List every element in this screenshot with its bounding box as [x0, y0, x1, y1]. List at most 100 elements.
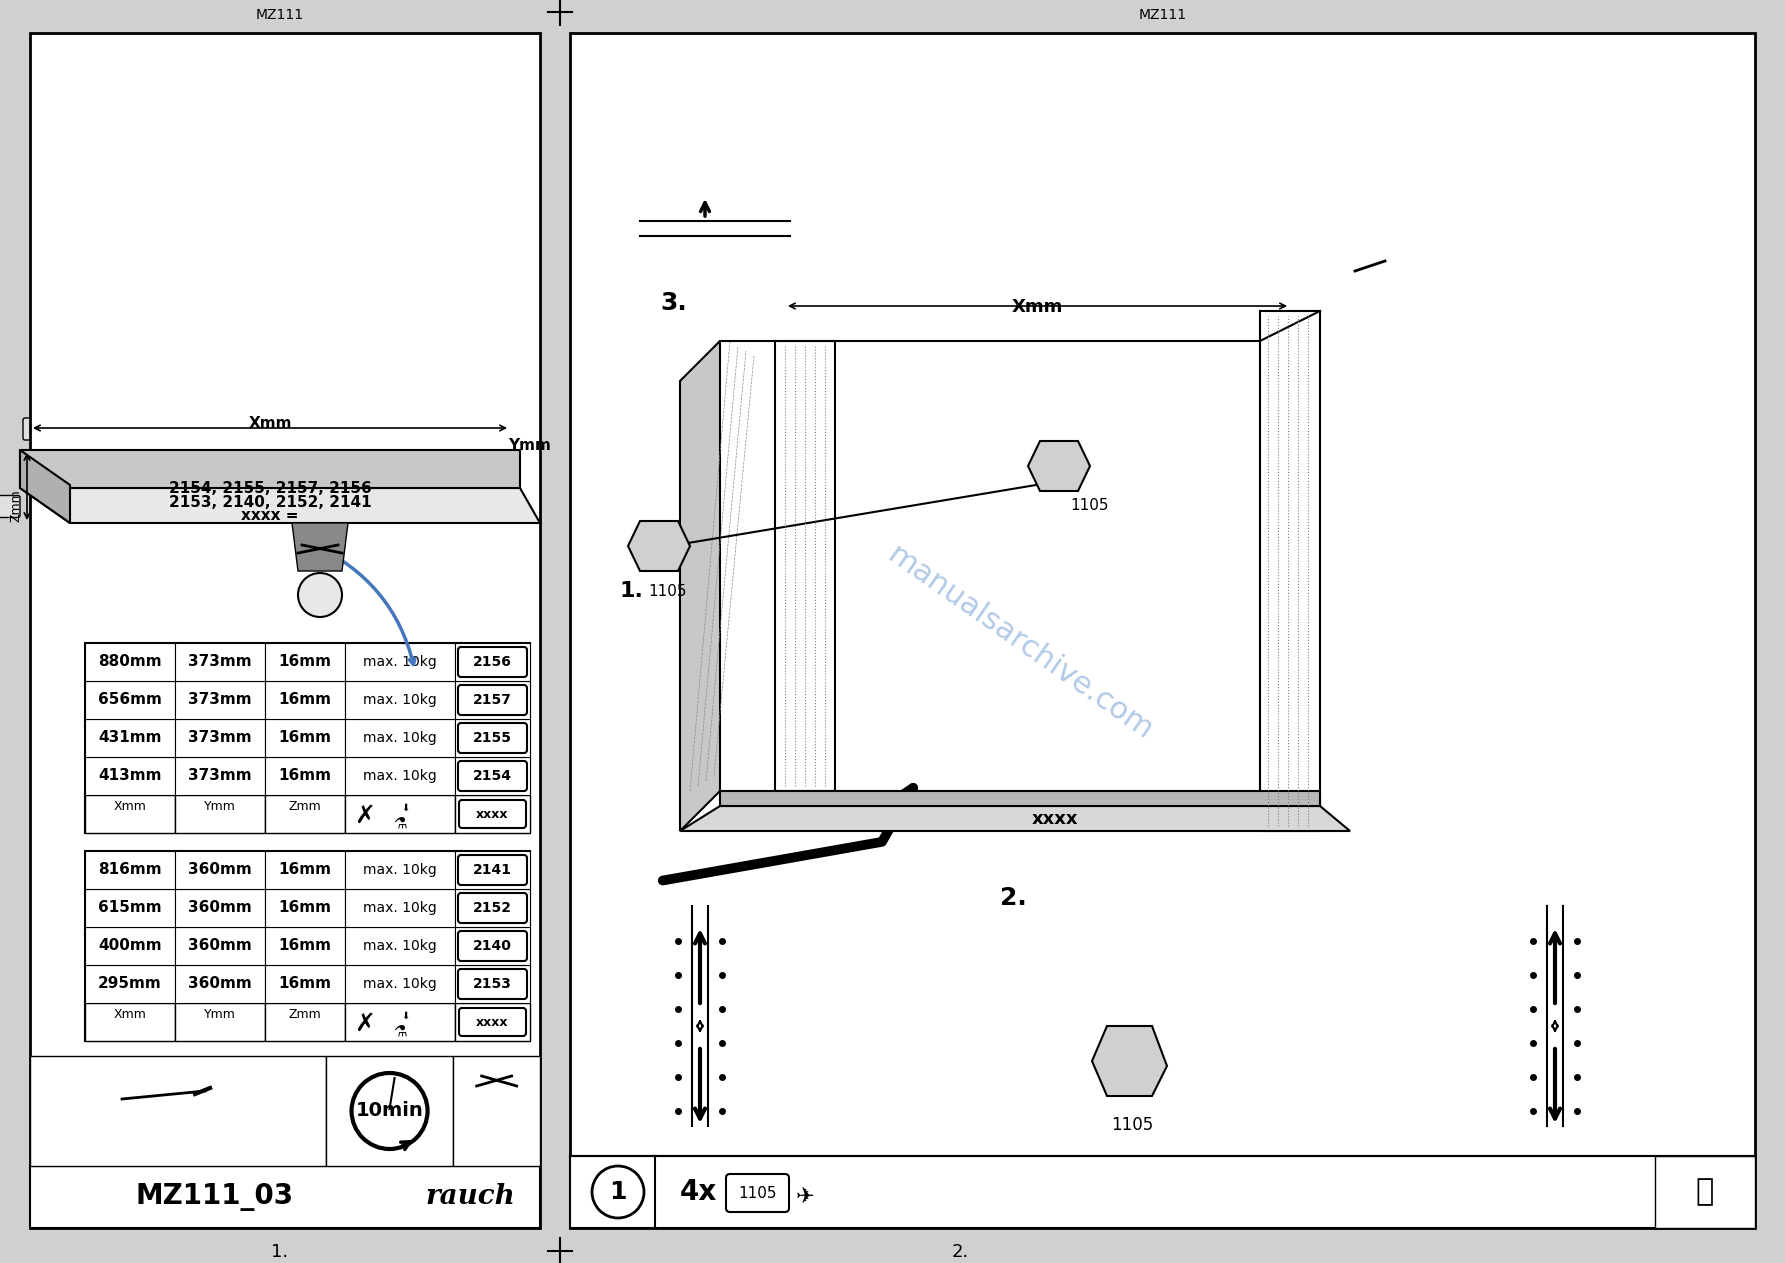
Bar: [86, 851, 530, 1041]
Text: ✗: ✗: [355, 1012, 375, 1036]
Text: Ymm: Ymm: [203, 801, 236, 813]
Polygon shape: [660, 236, 750, 261]
Bar: [175, 965, 264, 1003]
FancyBboxPatch shape: [459, 762, 527, 791]
Text: 2154: 2154: [473, 769, 512, 783]
Text: max. 10kg: max. 10kg: [362, 938, 437, 954]
Text: 2154, 2155, 2157, 2156: 2154, 2155, 2157, 2156: [168, 481, 371, 496]
Text: 1.: 1.: [271, 1243, 289, 1260]
Text: 2.: 2.: [1000, 887, 1026, 911]
FancyBboxPatch shape: [459, 685, 527, 715]
Circle shape: [593, 1166, 644, 1218]
Bar: [30, 1056, 327, 1166]
Bar: [86, 851, 175, 889]
Polygon shape: [1028, 441, 1091, 491]
Polygon shape: [293, 523, 348, 571]
Text: 2152: 2152: [473, 901, 512, 914]
Text: 16mm: 16mm: [278, 692, 332, 707]
Text: 2141: 2141: [473, 863, 512, 877]
Polygon shape: [719, 791, 1319, 806]
Bar: [345, 794, 455, 834]
Text: 1105: 1105: [739, 1186, 776, 1201]
FancyBboxPatch shape: [91, 1019, 125, 1039]
Bar: [345, 1003, 455, 1041]
Text: 400mm: 400mm: [98, 938, 162, 954]
FancyBboxPatch shape: [23, 418, 45, 440]
Text: Zmm: Zmm: [289, 801, 321, 813]
Text: max. 10kg: max. 10kg: [362, 901, 437, 914]
Text: 2157: 2157: [473, 693, 512, 707]
Bar: [30, 1166, 541, 1228]
Polygon shape: [477, 1061, 516, 1106]
Bar: [345, 757, 455, 794]
Bar: [345, 927, 455, 965]
Text: Zmm: Zmm: [9, 489, 21, 522]
Text: 1: 1: [609, 1180, 627, 1204]
Bar: [86, 757, 175, 794]
Bar: [345, 889, 455, 927]
Bar: [345, 851, 455, 889]
FancyBboxPatch shape: [91, 811, 125, 831]
Bar: [264, 965, 345, 1003]
Bar: [175, 681, 264, 719]
Bar: [264, 681, 345, 719]
Bar: [455, 681, 530, 719]
Text: 3.: 3.: [660, 290, 687, 314]
Text: 360mm: 360mm: [187, 976, 252, 991]
Text: Ymm: Ymm: [203, 1008, 236, 1022]
Text: 2.: 2.: [951, 1243, 969, 1260]
Text: 816mm: 816mm: [98, 863, 162, 878]
Bar: [345, 681, 455, 719]
Text: 2140: 2140: [473, 938, 512, 954]
Bar: [30, 33, 541, 1228]
Text: 16mm: 16mm: [278, 768, 332, 783]
Bar: [264, 794, 345, 834]
FancyBboxPatch shape: [459, 969, 527, 999]
Bar: [175, 719, 264, 757]
FancyBboxPatch shape: [459, 855, 527, 885]
Bar: [569, 1156, 1755, 1228]
Text: 360mm: 360mm: [187, 938, 252, 954]
Bar: [264, 889, 345, 927]
Bar: [455, 927, 530, 965]
Bar: [264, 851, 345, 889]
Bar: [1260, 311, 1319, 831]
FancyBboxPatch shape: [459, 893, 527, 923]
Circle shape: [298, 573, 343, 618]
Text: max. 10kg: max. 10kg: [362, 693, 437, 707]
Bar: [264, 719, 345, 757]
Text: 4x: 4x: [680, 1178, 718, 1206]
Text: 16mm: 16mm: [278, 730, 332, 745]
Bar: [175, 643, 264, 681]
FancyBboxPatch shape: [459, 722, 527, 753]
Text: 2153, 2140, 2152, 2141: 2153, 2140, 2152, 2141: [170, 495, 371, 510]
Bar: [455, 757, 530, 794]
Text: 360mm: 360mm: [187, 901, 252, 916]
Polygon shape: [680, 341, 719, 831]
FancyBboxPatch shape: [180, 811, 214, 831]
Text: 656mm: 656mm: [98, 692, 162, 707]
FancyBboxPatch shape: [726, 1175, 789, 1212]
Text: rauch: rauch: [425, 1183, 514, 1210]
Bar: [345, 965, 455, 1003]
Text: Xmm: Xmm: [1012, 298, 1064, 316]
Bar: [264, 757, 345, 794]
Bar: [175, 757, 264, 794]
Text: max. 10kg: max. 10kg: [362, 863, 437, 877]
Text: 373mm: 373mm: [187, 768, 252, 783]
Bar: [86, 889, 175, 927]
Text: 295mm: 295mm: [98, 976, 162, 991]
Bar: [327, 1056, 453, 1166]
FancyBboxPatch shape: [271, 1019, 305, 1039]
FancyBboxPatch shape: [120, 1092, 177, 1135]
Text: ⬇: ⬇: [402, 803, 409, 813]
Polygon shape: [698, 176, 712, 196]
Circle shape: [1123, 1036, 1132, 1046]
Polygon shape: [20, 450, 519, 488]
Bar: [175, 851, 264, 889]
Bar: [455, 1003, 530, 1041]
FancyBboxPatch shape: [512, 440, 536, 462]
Bar: [86, 927, 175, 965]
Bar: [175, 927, 264, 965]
Text: ✋: ✋: [1696, 1177, 1714, 1206]
